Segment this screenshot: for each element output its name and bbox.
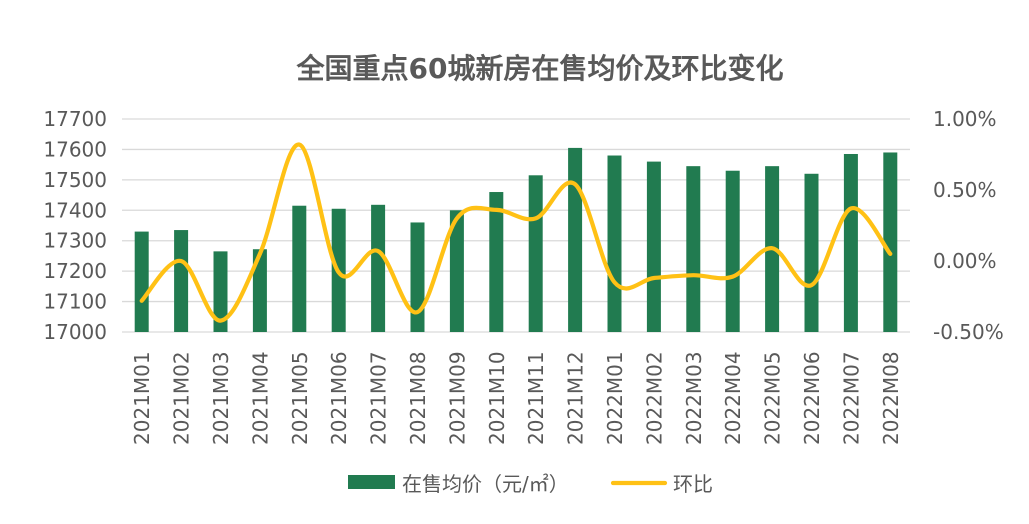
bar-2021M07	[371, 204, 386, 332]
bar-2022M07	[843, 153, 858, 332]
x-label-2021M12: 2021M12	[564, 351, 588, 445]
left-tick-17400: 17400	[43, 198, 107, 222]
x-label-2022M03: 2022M03	[682, 351, 706, 445]
x-label-2022M06: 2022M06	[800, 351, 824, 445]
legend-bar-label: 在售均价（元/㎡）	[402, 472, 569, 496]
bar-2021M02	[174, 230, 189, 332]
price-bar-series	[134, 147, 898, 332]
chart-title: 全国重点60城新房在售均价及环比变化	[296, 52, 784, 85]
left-tick-17300: 17300	[43, 229, 107, 253]
bar-2021M10	[489, 192, 504, 332]
x-label-2022M01: 2022M01	[603, 351, 627, 445]
bar-2022M02	[646, 161, 661, 332]
right-tick-0.00%: 0.00%	[933, 249, 997, 273]
bar-2022M06	[804, 173, 819, 332]
x-label-2021M01: 2021M01	[130, 351, 154, 445]
x-label-2021M03: 2021M03	[209, 351, 233, 445]
x-label-2021M06: 2021M06	[327, 351, 351, 445]
bar-2021M11	[528, 175, 543, 332]
x-label-2021M02: 2021M02	[170, 351, 194, 445]
x-label-2022M02: 2022M02	[642, 351, 666, 445]
x-label-2021M04: 2021M04	[248, 351, 272, 445]
legend-bar-swatch	[348, 475, 395, 489]
left-tick-17000: 17000	[43, 320, 107, 344]
bar-2022M08	[883, 152, 898, 332]
x-label-2022M04: 2022M04	[721, 351, 745, 445]
right-tick-1.00%: 1.00%	[933, 107, 997, 131]
bar-2021M08	[410, 222, 425, 332]
x-label-2022M08: 2022M08	[879, 351, 903, 445]
mom-change-line-series	[139, 142, 893, 323]
x-label-2021M11: 2021M11	[524, 351, 548, 445]
x-label-2021M05: 2021M05	[288, 351, 312, 445]
left-tick-17500: 17500	[43, 168, 107, 192]
right-tick--0.50%: -0.50%	[933, 320, 1004, 344]
x-label-2021M10: 2021M10	[485, 351, 509, 445]
x-axis-category-labels: 2021M01 2021M02 2021M03 2021M04 2021M05 2021M…	[130, 351, 903, 445]
bar-2022M01	[607, 155, 622, 332]
left-tick-17100: 17100	[43, 290, 107, 314]
legend: 在售均价（元/㎡） 环比	[348, 472, 713, 496]
bar-2022M04	[725, 170, 740, 332]
bar-2021M04	[252, 249, 267, 332]
bar-2021M01	[134, 231, 149, 332]
x-label-2022M05: 2022M05	[761, 351, 785, 445]
bar-2021M03	[213, 251, 228, 332]
left-tick-17600: 17600	[43, 137, 107, 161]
x-label-2022M07: 2022M07	[839, 351, 863, 445]
x-label-2021M07: 2021M07	[367, 351, 391, 445]
bar-2022M03	[686, 166, 701, 332]
left-axis-tick-labels: 17700 17600 17500 17400 17300 17200 17100 17000	[43, 107, 107, 344]
bar-2021M12	[568, 147, 583, 332]
mom-change-line	[139, 142, 893, 323]
bar-2021M09	[449, 210, 464, 332]
right-tick-0.50%: 0.50%	[933, 178, 997, 202]
legend-line-label: 环比	[673, 472, 713, 496]
left-tick-17200: 17200	[43, 259, 107, 283]
x-label-2021M09: 2021M09	[445, 351, 469, 445]
left-tick-17700: 17700	[43, 107, 107, 131]
x-label-2021M08: 2021M08	[406, 351, 430, 445]
bar-2021M05	[292, 205, 307, 332]
right-axis-tick-labels: 1.00% 0.50% 0.00% -0.50%	[933, 107, 1004, 344]
